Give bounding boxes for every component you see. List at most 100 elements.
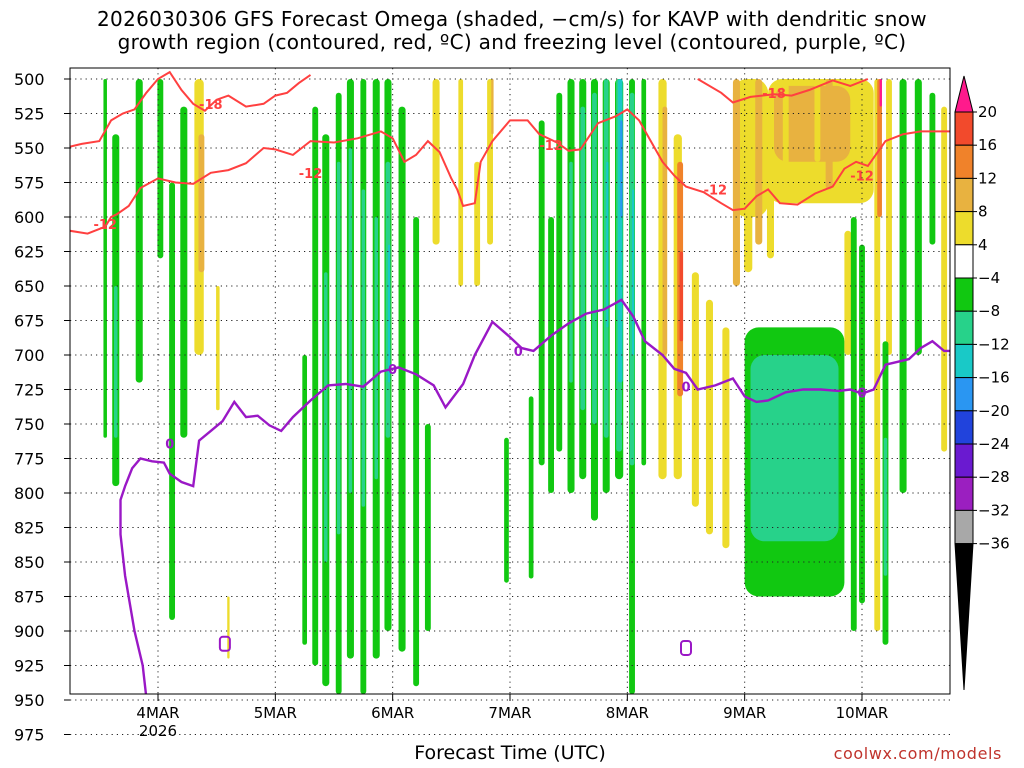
colorbar-label: 4 — [978, 236, 988, 254]
y-tick-label: 925 — [14, 657, 45, 676]
omega-band-68 — [782, 79, 789, 190]
colorbar-label: 8 — [978, 203, 988, 221]
omega-band-6 — [180, 106, 188, 438]
y-tick-label: 500 — [14, 70, 45, 89]
freezing-level-contour — [119, 298, 950, 694]
colorbar-box-6 — [954, 310, 974, 345]
omega-band-57 — [662, 106, 668, 355]
omega-band-62 — [705, 299, 713, 535]
y-tick-label: 975 — [14, 726, 45, 745]
x-tick-sublabel: 2026 — [139, 722, 177, 740]
omega-band-74 — [874, 79, 881, 631]
y-tick-label: 725 — [14, 381, 45, 400]
omega-band-27 — [413, 217, 420, 687]
omega-band-35 — [528, 396, 534, 579]
colorbar-box-2 — [954, 177, 974, 213]
y-tick-label: 550 — [14, 139, 45, 158]
omega-band-11 — [302, 355, 308, 645]
dgz-contour-label: 0 — [60, 70, 69, 85]
colorbar-box-8 — [954, 377, 974, 412]
omega-band-29 — [432, 79, 440, 245]
freezing-contour-label: 0 — [165, 437, 174, 452]
y-tick-label: 900 — [14, 622, 45, 641]
omega-band-33 — [491, 79, 494, 135]
x-tick-label: 4MAR — [136, 704, 179, 722]
chart-title-line-1: 2026030306 GFS Forecast Omega (shaded, −… — [97, 7, 927, 31]
omega-band-42 — [580, 106, 586, 411]
omega-band-22 — [374, 217, 378, 480]
omega-band-70 — [825, 79, 833, 190]
credit-link[interactable]: coolwx.com/models — [833, 744, 1002, 763]
x-tick-label: 8MAR — [606, 704, 649, 722]
omega-band-67 — [766, 92, 774, 259]
y-tick-label: 950 — [14, 691, 45, 710]
dgz-contour-label: -12 — [93, 218, 117, 233]
colorbar-label: −16 — [978, 369, 1010, 387]
omega-band-8 — [198, 134, 205, 273]
freezing-contour-label: 0 — [388, 363, 397, 378]
omega-band-36 — [538, 120, 545, 466]
dgz-upper-right-contour — [697, 78, 869, 104]
y-tick-label: 575 — [14, 174, 45, 193]
omega-band-79 — [883, 437, 888, 576]
colorbar-box-0 — [954, 111, 974, 146]
omega-band-34 — [504, 437, 509, 583]
omega-band-28 — [424, 424, 431, 631]
omega-band-73 — [859, 244, 865, 604]
y-tick-label: 525 — [14, 105, 45, 124]
omega-band-37 — [548, 217, 554, 493]
y-tick-label: 675 — [14, 312, 45, 331]
dgz-contour-label: -18 — [762, 87, 786, 102]
colorbar-box-3 — [954, 211, 974, 246]
y-tick-label: 600 — [14, 208, 45, 227]
x-tick-label: 5MAR — [254, 704, 297, 722]
omega-band-20 — [361, 189, 366, 507]
omega-band-63 — [722, 327, 730, 549]
omega-band-76 — [879, 79, 882, 107]
omega-band-51 — [620, 120, 623, 217]
y-tick-label: 625 — [14, 243, 45, 262]
freezing-contour-label: 0 — [857, 386, 866, 401]
x-tick-label: 9MAR — [723, 704, 766, 722]
omega-band-44 — [592, 92, 597, 425]
colorbar-label: −12 — [978, 335, 1010, 353]
gridlines — [70, 68, 950, 735]
colorbar-label: −32 — [978, 501, 1010, 519]
omega-band-40 — [569, 161, 573, 383]
colorbar-label: 16 — [978, 136, 997, 154]
colorbar-top-arrow — [954, 75, 974, 113]
omega-band-38 — [556, 92, 563, 452]
omega-band-54 — [632, 189, 635, 355]
freezing-level-loop-0 — [218, 635, 231, 652]
colorbar-label: −24 — [978, 435, 1010, 453]
freezing-level-loop-1 — [680, 639, 692, 656]
omega-band-9 — [216, 286, 220, 411]
y-tick-label: 875 — [14, 588, 45, 607]
x-tick-label: 7MAR — [488, 704, 531, 722]
dgz-contour-label: -12 — [850, 170, 874, 185]
omega-band-26 — [398, 106, 406, 652]
colorbar-label: −4 — [978, 269, 1000, 287]
omega-region-1 — [750, 355, 839, 542]
omega-band-82 — [929, 92, 936, 245]
colorbar-label: −20 — [978, 402, 1010, 420]
y-axis: 500 525 550 575 600 625 650 675 700 725 750 775 800 8… — [14, 70, 70, 745]
y-tick-label: 850 — [14, 553, 45, 572]
omega-band-47 — [606, 161, 609, 328]
x-tick-label: 6MAR — [371, 704, 414, 722]
omega-band-18 — [348, 148, 353, 493]
dgz-contour-label: -18 — [199, 98, 223, 113]
omega-band-4 — [157, 79, 164, 259]
omega-band-65 — [744, 79, 753, 273]
omega-band-83 — [941, 106, 948, 452]
omega-band-16 — [336, 161, 341, 535]
y-tick-label: 700 — [14, 346, 45, 365]
omega-shading-layer — [103, 79, 948, 694]
y-tick-label: 650 — [14, 277, 45, 296]
x-tick-label: 10MAR — [836, 704, 889, 722]
omega-band-60 — [679, 251, 684, 342]
freezing-contour-label: 0 — [681, 381, 690, 396]
colorbar-bottom-arrow — [954, 543, 974, 691]
